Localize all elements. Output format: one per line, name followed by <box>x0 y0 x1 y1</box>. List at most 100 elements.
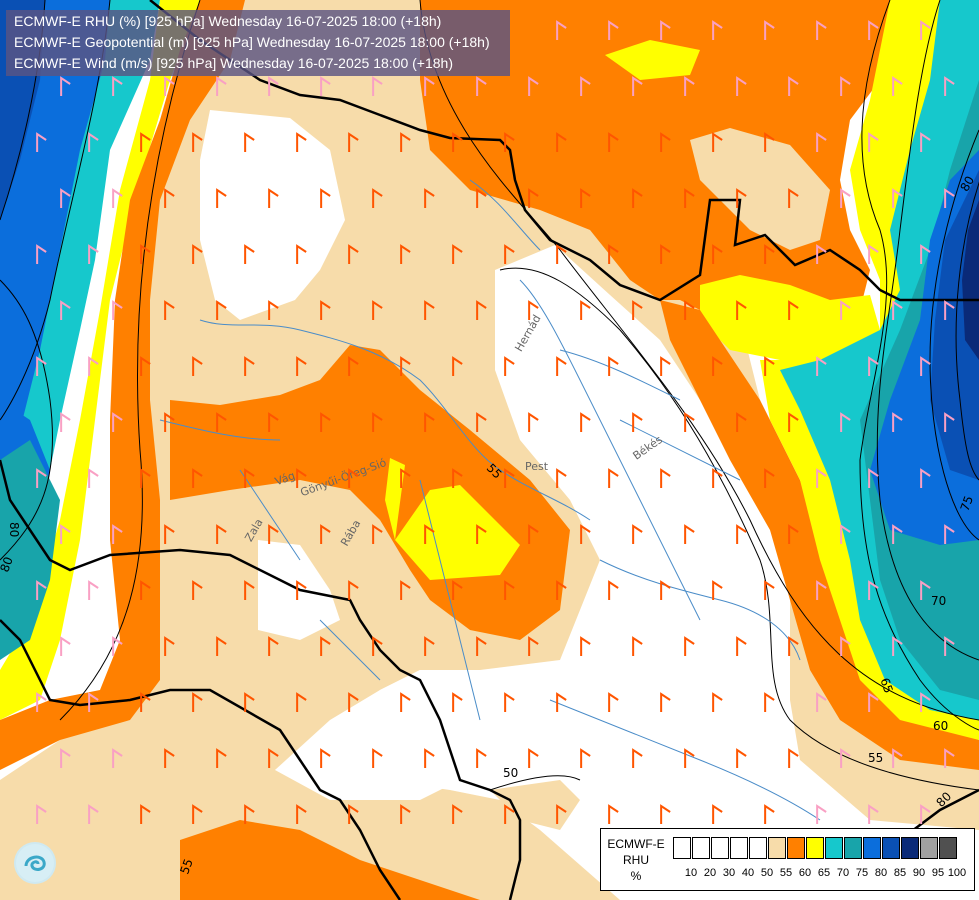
wind-barb <box>736 748 747 768</box>
wind-barb <box>60 300 71 320</box>
wind-barb <box>372 76 383 96</box>
wind-barb <box>244 244 255 264</box>
legend-swatch <box>806 837 824 859</box>
rhu-yellow-north <box>605 40 700 80</box>
wind-barb <box>608 356 619 376</box>
wind-barb <box>296 468 307 488</box>
wind-barb <box>788 636 799 656</box>
wind-barb <box>476 300 487 320</box>
wind-barb <box>684 76 695 96</box>
wind-barb <box>632 636 643 656</box>
wind-barb <box>764 580 775 600</box>
legend-unit: % <box>630 869 642 883</box>
wind-barb <box>452 692 463 712</box>
contour-label-70: 70 <box>931 594 946 608</box>
contour-label-80a: 80 <box>957 174 977 194</box>
wind-barb <box>112 748 123 768</box>
wind-barb <box>112 412 123 432</box>
wind-barb <box>816 132 827 152</box>
wind-barb <box>348 804 359 824</box>
wind-barb <box>36 468 47 488</box>
wind-barb <box>892 524 903 544</box>
wind-barb <box>660 468 671 488</box>
wind-barb <box>868 132 879 152</box>
legend-swatch <box>825 837 843 859</box>
wind-barb <box>944 300 955 320</box>
wind-barb <box>320 300 331 320</box>
wind-barb <box>556 20 567 40</box>
wind-barb <box>216 412 227 432</box>
wind-barb <box>764 468 775 488</box>
wind-barb <box>244 580 255 600</box>
wind-barb <box>504 804 515 824</box>
wind-barb <box>528 300 539 320</box>
wind-barb <box>268 412 279 432</box>
wind-barb <box>608 580 619 600</box>
wind-barb <box>840 524 851 544</box>
contour-label-75: 75 <box>958 494 976 513</box>
contour-label-55c: 55 <box>177 857 195 876</box>
wind-barb <box>192 356 203 376</box>
wind-barb <box>296 692 307 712</box>
rhu-white-nw <box>200 110 345 320</box>
wind-barb <box>840 412 851 432</box>
legend-swatch <box>768 837 786 859</box>
wind-barb <box>580 300 591 320</box>
legend-tick-label: 30 <box>722 867 736 879</box>
wind-barb <box>88 692 99 712</box>
wind-barb <box>504 580 515 600</box>
contour-label-65: 65 <box>877 676 895 695</box>
wind-barb <box>60 748 71 768</box>
wind-barb <box>164 524 175 544</box>
wind-barb <box>320 188 331 208</box>
wind-barb <box>660 356 671 376</box>
legend-tick-label: 10 <box>684 867 698 879</box>
legend-swatch <box>901 837 919 859</box>
wind-barb <box>608 692 619 712</box>
wind-barb <box>60 76 71 96</box>
wind-barb <box>840 636 851 656</box>
wind-barb <box>400 244 411 264</box>
wind-barb <box>632 524 643 544</box>
wind-barb <box>868 244 879 264</box>
wind-barb <box>268 76 279 96</box>
wind-barb <box>348 580 359 600</box>
wind-barb <box>920 132 931 152</box>
title-panel: ECMWF-E RHU (%) [925 hPa] Wednesday 16-0… <box>6 10 510 76</box>
wind-barb <box>60 524 71 544</box>
wind-barb <box>580 188 591 208</box>
legend-swatch <box>882 837 900 859</box>
legend-tick-label: 40 <box>741 867 755 879</box>
wind-barb <box>920 692 931 712</box>
wind-barb <box>684 300 695 320</box>
wind-barb <box>192 132 203 152</box>
wind-barb <box>60 188 71 208</box>
wind-barb <box>476 524 487 544</box>
wind-barb <box>140 244 151 264</box>
legend-tick-label: 100 <box>947 867 967 879</box>
wind-barb <box>556 468 567 488</box>
wind-barb <box>216 748 227 768</box>
title-geopotential: ECMWF-E Geopotential (m) [925 hPa] Wedne… <box>14 34 490 50</box>
legend-tick-label: 20 <box>703 867 717 879</box>
wind-barb <box>556 356 567 376</box>
contour-label-55b: 55 <box>868 751 883 765</box>
wind-barb <box>216 636 227 656</box>
wind-barb <box>580 748 591 768</box>
wind-barb <box>736 524 747 544</box>
wind-barb <box>400 692 411 712</box>
wind-barb <box>764 804 775 824</box>
legend-title: ECMWF-E <box>607 837 665 851</box>
wind-barb <box>192 804 203 824</box>
legend-swatch <box>939 837 957 859</box>
wind-barb <box>712 804 723 824</box>
wind-barb <box>764 132 775 152</box>
wind-barb <box>452 804 463 824</box>
wind-barb <box>944 412 955 432</box>
wind-barb <box>608 468 619 488</box>
contour-label-80c: 80 <box>0 555 16 574</box>
rhu-orange-west <box>0 0 245 770</box>
wind-barb <box>112 300 123 320</box>
wind-barb <box>88 356 99 376</box>
wind-barb <box>736 636 747 656</box>
